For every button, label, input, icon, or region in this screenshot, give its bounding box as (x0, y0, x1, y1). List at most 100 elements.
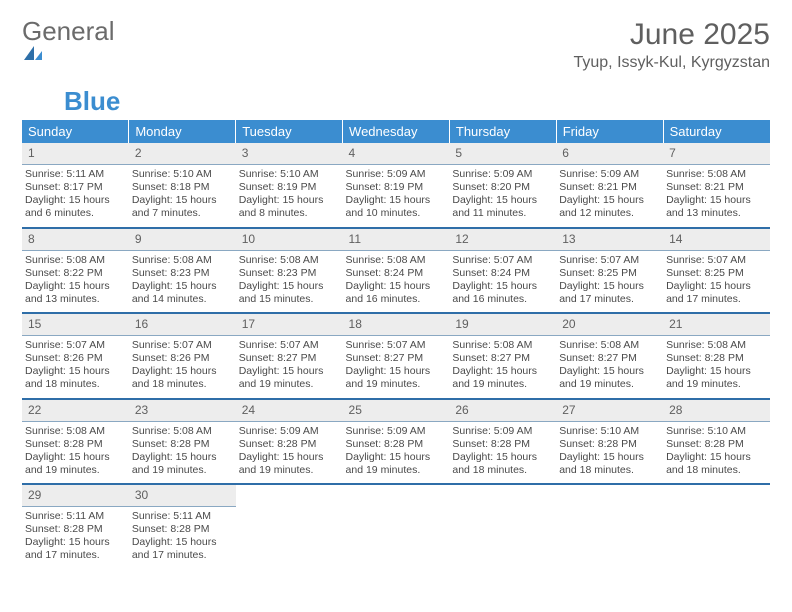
detail-row: Sunrise: 5:08 AMSunset: 8:22 PMDaylight:… (22, 250, 770, 313)
sunset-line: Sunset: 8:21 PM (666, 181, 767, 194)
daylight-line: Daylight: 15 hours and 19 minutes. (132, 451, 233, 477)
day-detail-17: Sunrise: 5:07 AMSunset: 8:27 PMDaylight:… (236, 336, 343, 399)
daylight-line: Daylight: 15 hours and 17 minutes. (132, 536, 233, 562)
daylight-line: Daylight: 15 hours and 12 minutes. (559, 194, 660, 220)
day-detail-20: Sunrise: 5:08 AMSunset: 8:27 PMDaylight:… (556, 336, 663, 399)
daylight-line: Daylight: 15 hours and 19 minutes. (346, 451, 447, 477)
daylight-line: Daylight: 15 hours and 19 minutes. (239, 451, 340, 477)
day-number-30: 30 (129, 485, 236, 507)
day-detail-4: Sunrise: 5:09 AMSunset: 8:19 PMDaylight:… (343, 165, 450, 228)
day-number-17: 17 (236, 314, 343, 336)
sunrise-line: Sunrise: 5:07 AM (346, 339, 447, 352)
sunrise-line: Sunrise: 5:11 AM (132, 510, 233, 523)
daylight-line: Daylight: 15 hours and 8 minutes. (239, 194, 340, 220)
day-detail-9: Sunrise: 5:08 AMSunset: 8:23 PMDaylight:… (129, 250, 236, 313)
day-detail-5: Sunrise: 5:09 AMSunset: 8:20 PMDaylight:… (449, 165, 556, 228)
weekday-header: SundayMondayTuesdayWednesdayThursdayFrid… (22, 120, 770, 143)
day-detail-1: Sunrise: 5:11 AMSunset: 8:17 PMDaylight:… (22, 165, 129, 228)
sunset-line: Sunset: 8:26 PM (132, 352, 233, 365)
daylight-line: Daylight: 15 hours and 13 minutes. (666, 194, 767, 220)
day-number-24: 24 (236, 400, 343, 422)
daynum-row: 891011121314 (22, 229, 770, 251)
day-number-26: 26 (449, 400, 556, 422)
day-detail-12: Sunrise: 5:07 AMSunset: 8:24 PMDaylight:… (449, 250, 556, 313)
day-empty (663, 485, 770, 507)
day-detail-2: Sunrise: 5:10 AMSunset: 8:18 PMDaylight:… (129, 165, 236, 228)
title-block: June 2025 Tyup, Issyk-Kul, Kyrgyzstan (573, 18, 770, 72)
sunset-line: Sunset: 8:25 PM (559, 267, 660, 280)
sunset-line: Sunset: 8:27 PM (346, 352, 447, 365)
detail-row: Sunrise: 5:11 AMSunset: 8:28 PMDaylight:… (22, 507, 770, 569)
daynum-row: 2930 (22, 485, 770, 507)
sunrise-line: Sunrise: 5:08 AM (346, 254, 447, 267)
daylight-line: Daylight: 15 hours and 16 minutes. (346, 280, 447, 306)
sunrise-line: Sunrise: 5:08 AM (559, 339, 660, 352)
day-number-1: 1 (22, 143, 129, 165)
detail-empty (663, 507, 770, 569)
detail-row: Sunrise: 5:07 AMSunset: 8:26 PMDaylight:… (22, 336, 770, 399)
day-detail-10: Sunrise: 5:08 AMSunset: 8:23 PMDaylight:… (236, 250, 343, 313)
day-number-12: 12 (449, 229, 556, 251)
sunset-line: Sunset: 8:27 PM (559, 352, 660, 365)
sunset-line: Sunset: 8:28 PM (25, 438, 126, 451)
daylight-line: Daylight: 15 hours and 17 minutes. (666, 280, 767, 306)
sunrise-line: Sunrise: 5:07 AM (559, 254, 660, 267)
day-detail-11: Sunrise: 5:08 AMSunset: 8:24 PMDaylight:… (343, 250, 450, 313)
sunrise-line: Sunrise: 5:08 AM (132, 254, 233, 267)
sunset-line: Sunset: 8:28 PM (666, 438, 767, 451)
day-detail-21: Sunrise: 5:08 AMSunset: 8:28 PMDaylight:… (663, 336, 770, 399)
weekday-tuesday: Tuesday (236, 120, 343, 143)
day-number-15: 15 (22, 314, 129, 336)
detail-row: Sunrise: 5:08 AMSunset: 8:28 PMDaylight:… (22, 421, 770, 484)
month-title: June 2025 (573, 18, 770, 52)
day-detail-16: Sunrise: 5:07 AMSunset: 8:26 PMDaylight:… (129, 336, 236, 399)
day-detail-27: Sunrise: 5:10 AMSunset: 8:28 PMDaylight:… (556, 421, 663, 484)
day-detail-6: Sunrise: 5:09 AMSunset: 8:21 PMDaylight:… (556, 165, 663, 228)
sunset-line: Sunset: 8:24 PM (346, 267, 447, 280)
sunset-line: Sunset: 8:23 PM (132, 267, 233, 280)
weekday-friday: Friday (556, 120, 663, 143)
daylight-line: Daylight: 15 hours and 17 minutes. (559, 280, 660, 306)
sunset-line: Sunset: 8:26 PM (25, 352, 126, 365)
sunrise-line: Sunrise: 5:09 AM (239, 425, 340, 438)
logo-word-general: General (22, 16, 115, 46)
daylight-line: Daylight: 15 hours and 19 minutes. (452, 365, 553, 391)
day-number-29: 29 (22, 485, 129, 507)
daylight-line: Daylight: 15 hours and 11 minutes. (452, 194, 553, 220)
day-detail-24: Sunrise: 5:09 AMSunset: 8:28 PMDaylight:… (236, 421, 343, 484)
day-detail-23: Sunrise: 5:08 AMSunset: 8:28 PMDaylight:… (129, 421, 236, 484)
day-detail-14: Sunrise: 5:07 AMSunset: 8:25 PMDaylight:… (663, 250, 770, 313)
sunrise-line: Sunrise: 5:10 AM (132, 168, 233, 181)
sunrise-line: Sunrise: 5:08 AM (132, 425, 233, 438)
sunrise-line: Sunrise: 5:08 AM (25, 425, 126, 438)
sunrise-line: Sunrise: 5:07 AM (666, 254, 767, 267)
logo-text: General Blue (22, 18, 120, 114)
day-number-8: 8 (22, 229, 129, 251)
sunset-line: Sunset: 8:28 PM (346, 438, 447, 451)
sunrise-line: Sunrise: 5:08 AM (239, 254, 340, 267)
daylight-line: Daylight: 15 hours and 19 minutes. (239, 365, 340, 391)
logo-word-blue: Blue (64, 86, 120, 116)
daylight-line: Daylight: 15 hours and 19 minutes. (559, 365, 660, 391)
daylight-line: Daylight: 15 hours and 18 minutes. (132, 365, 233, 391)
sunrise-line: Sunrise: 5:10 AM (559, 425, 660, 438)
daylight-line: Daylight: 15 hours and 18 minutes. (452, 451, 553, 477)
day-number-4: 4 (343, 143, 450, 165)
day-detail-3: Sunrise: 5:10 AMSunset: 8:19 PMDaylight:… (236, 165, 343, 228)
sunset-line: Sunset: 8:23 PM (239, 267, 340, 280)
day-number-13: 13 (556, 229, 663, 251)
day-detail-22: Sunrise: 5:08 AMSunset: 8:28 PMDaylight:… (22, 421, 129, 484)
day-detail-30: Sunrise: 5:11 AMSunset: 8:28 PMDaylight:… (129, 507, 236, 569)
weekday-thursday: Thursday (449, 120, 556, 143)
day-number-7: 7 (663, 143, 770, 165)
day-number-16: 16 (129, 314, 236, 336)
day-number-22: 22 (22, 400, 129, 422)
daynum-row: 1234567 (22, 143, 770, 165)
daylight-line: Daylight: 15 hours and 14 minutes. (132, 280, 233, 306)
day-detail-7: Sunrise: 5:08 AMSunset: 8:21 PMDaylight:… (663, 165, 770, 228)
sunrise-line: Sunrise: 5:07 AM (239, 339, 340, 352)
day-number-23: 23 (129, 400, 236, 422)
day-number-6: 6 (556, 143, 663, 165)
sunset-line: Sunset: 8:17 PM (25, 181, 126, 194)
weekday-saturday: Saturday (663, 120, 770, 143)
